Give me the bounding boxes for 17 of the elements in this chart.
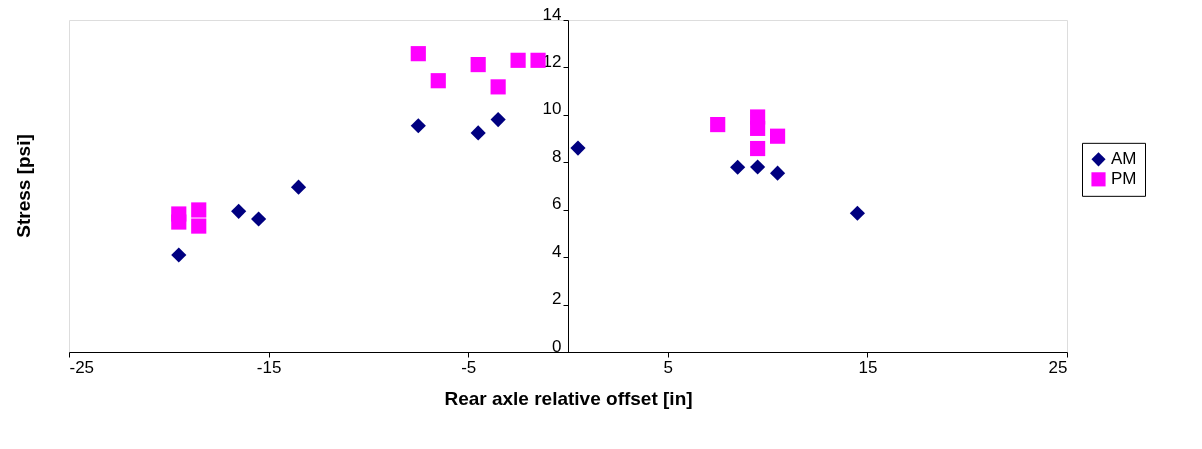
y-tick-label: 6 (552, 194, 562, 214)
y-tick-label: 10 (542, 99, 562, 119)
y-tick-label: 14 (542, 4, 562, 24)
x-tick-label: 25 (1048, 357, 1068, 377)
x-tick-label: 15 (858, 357, 878, 377)
legend-label: PM (1111, 169, 1137, 189)
x-axis-title: Rear axle relative offset [in] (444, 387, 693, 409)
x-tick-label: -25 (69, 357, 95, 377)
x-tick-label: 5 (663, 357, 674, 377)
y-axis-title: Stress [psi] (13, 134, 34, 238)
y-tick-label: 4 (552, 241, 562, 261)
y-tick-label: 2 (552, 289, 562, 309)
y-tick-label: 8 (552, 146, 562, 166)
legend-label: AM (1111, 149, 1137, 169)
x-tick-label: -15 (256, 357, 282, 377)
x-tick-label: -5 (461, 357, 477, 377)
y-tick-label: 0 (552, 336, 562, 356)
